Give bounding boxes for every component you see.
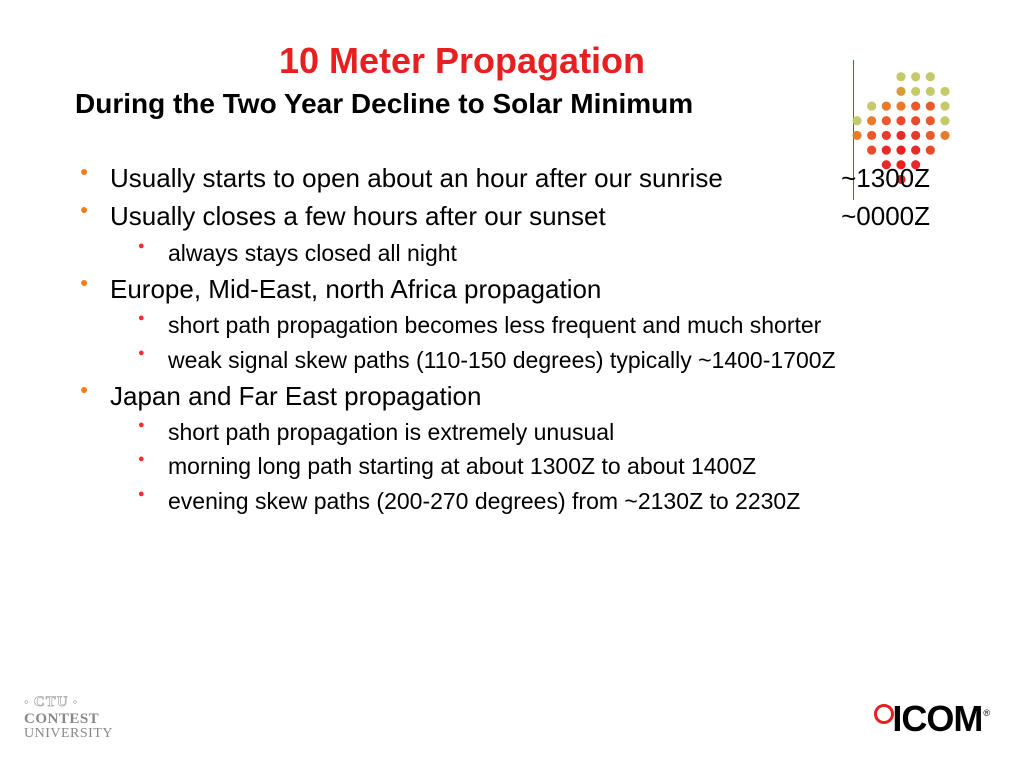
header: 10 Meter Propagation During the Two Year… <box>50 40 974 120</box>
bullet-list: Usually starts to open about an hour aft… <box>80 160 974 517</box>
bullet-item: Usually closes a few hours after our sun… <box>80 198 974 269</box>
sub-bullet-text: weak signal skew paths (110-150 degrees)… <box>168 347 836 373</box>
sub-bullet-text: short path propagation becomes less freq… <box>168 312 821 338</box>
slide-container: 10 Meter Propagation During the Two Year… <box>0 0 1024 768</box>
bullet-text: Usually closes a few hours after our sun… <box>110 198 606 234</box>
sub-bullet-item: evening skew paths (200-270 degrees) fro… <box>138 485 974 517</box>
bullet-time: ~1300Z <box>841 160 930 196</box>
sub-bullet-item: always stays closed all night <box>138 237 974 269</box>
sub-bullet-text: short path propagation is extremely unus… <box>168 419 614 445</box>
sub-bullet-text: always stays closed all night <box>168 240 457 266</box>
sub-bullet-item: short path propagation is extremely unus… <box>138 416 974 448</box>
slide-title: 10 Meter Propagation <box>0 40 974 82</box>
footer-icom-logo: ICOM ® <box>874 698 990 740</box>
bullet-text: Usually starts to open about an hour aft… <box>110 160 723 196</box>
ctu-line1: ◦ CTU ◦ <box>24 695 113 711</box>
bullet-text: Europe, Mid-East, north Africa propagati… <box>110 274 601 304</box>
bullet-item: Europe, Mid-East, north Africa propagati… <box>80 271 974 376</box>
slide-subtitle: During the Two Year Decline to Solar Min… <box>75 88 974 120</box>
ctu-line2: CONTEST <box>24 712 113 728</box>
sub-bullet-item: short path propagation becomes less freq… <box>138 309 974 341</box>
icom-brand-text: ICOM <box>892 698 982 740</box>
footer-ctu-logo: ◦ CTU ◦ CONTEST UNIVERSITY <box>24 695 113 742</box>
bullet-item: Usually starts to open about an hour aft… <box>80 160 974 196</box>
sub-bullet-text: evening skew paths (200-270 degrees) fro… <box>168 488 800 514</box>
bullet-content: Usually starts to open about an hour aft… <box>80 160 974 517</box>
ctu-line3: UNIVERSITY <box>24 727 113 742</box>
sub-bullet-item: morning long path starting at about 1300… <box>138 450 974 482</box>
icom-circle-icon <box>874 704 894 724</box>
registered-mark: ® <box>983 708 990 718</box>
bullet-time: ~0000Z <box>841 198 930 234</box>
sub-bullet-text: morning long path starting at about 1300… <box>168 453 756 479</box>
sub-bullet-item: weak signal skew paths (110-150 degrees)… <box>138 344 974 376</box>
bullet-item: Japan and Far East propagation short pat… <box>80 378 974 517</box>
bullet-text: Japan and Far East propagation <box>110 381 481 411</box>
